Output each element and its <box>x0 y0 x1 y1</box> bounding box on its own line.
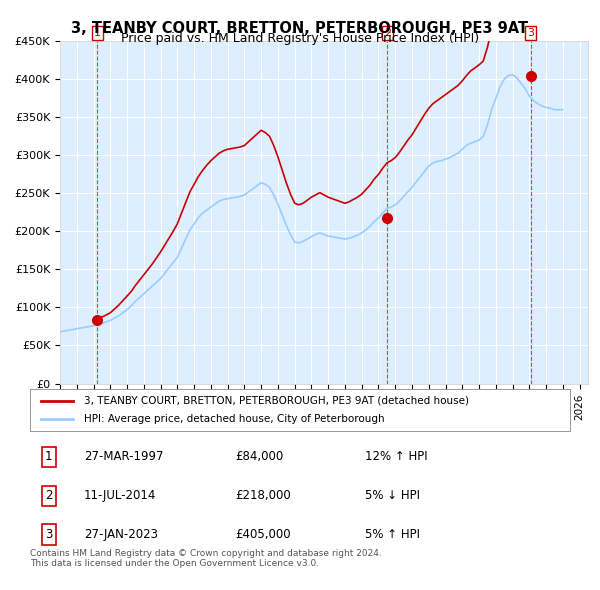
Text: 3, TEANBY COURT, BRETTON, PETERBOROUGH, PE3 9AT: 3, TEANBY COURT, BRETTON, PETERBOROUGH, … <box>71 21 529 35</box>
Text: 27-JAN-2023: 27-JAN-2023 <box>84 528 158 541</box>
Text: 1: 1 <box>94 28 101 38</box>
Text: Price paid vs. HM Land Registry's House Price Index (HPI): Price paid vs. HM Land Registry's House … <box>121 32 479 45</box>
Text: £84,000: £84,000 <box>235 450 283 463</box>
Text: 11-JUL-2014: 11-JUL-2014 <box>84 489 157 502</box>
Text: 3, TEANBY COURT, BRETTON, PETERBOROUGH, PE3 9AT (detached house): 3, TEANBY COURT, BRETTON, PETERBOROUGH, … <box>84 396 469 406</box>
Text: 2: 2 <box>45 489 53 502</box>
Text: 12% ↑ HPI: 12% ↑ HPI <box>365 450 427 463</box>
Text: 5% ↑ HPI: 5% ↑ HPI <box>365 528 420 541</box>
Text: Contains HM Land Registry data © Crown copyright and database right 2024.
This d: Contains HM Land Registry data © Crown c… <box>30 549 382 568</box>
Text: 5% ↓ HPI: 5% ↓ HPI <box>365 489 420 502</box>
Text: 1: 1 <box>45 450 53 463</box>
Text: 3: 3 <box>45 528 53 541</box>
Text: 2: 2 <box>384 28 391 38</box>
Text: £218,000: £218,000 <box>235 489 291 502</box>
Text: 27-MAR-1997: 27-MAR-1997 <box>84 450 163 463</box>
Text: £405,000: £405,000 <box>235 528 291 541</box>
Text: 3: 3 <box>527 28 534 38</box>
Text: HPI: Average price, detached house, City of Peterborough: HPI: Average price, detached house, City… <box>84 414 385 424</box>
